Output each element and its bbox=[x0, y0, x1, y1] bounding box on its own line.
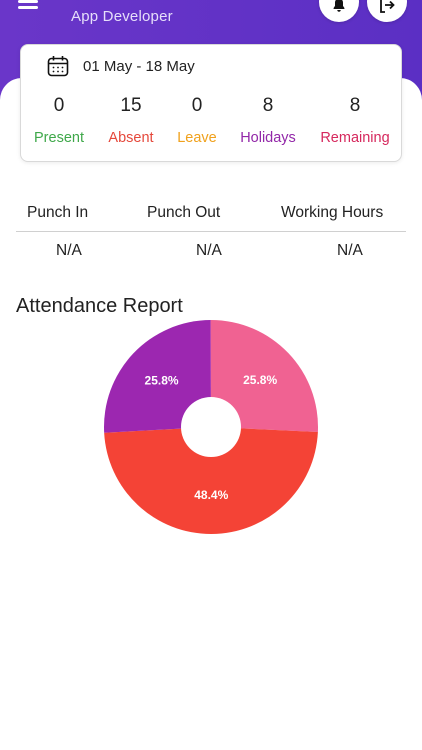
stat-leave: 0 Leave bbox=[152, 95, 242, 146]
date-range-text: 01 May - 18 May bbox=[83, 57, 195, 75]
pie-label-2: 25.8% bbox=[145, 373, 179, 387]
bell-icon bbox=[333, 0, 345, 12]
stat-value: 0 bbox=[53, 95, 65, 116]
pie-slice-0 bbox=[210, 320, 318, 433]
stat-value: 15 bbox=[120, 95, 142, 116]
stat-remaining: 8 Remaining bbox=[310, 95, 400, 146]
pie-label-0: 25.8% bbox=[243, 373, 277, 387]
user-role: App Developer bbox=[71, 8, 173, 25]
logout-icon bbox=[380, 0, 395, 13]
punch-in-value: N/A bbox=[56, 242, 82, 259]
menu-button[interactable] bbox=[16, 0, 42, 16]
notifications-button[interactable] bbox=[319, 0, 359, 22]
stat-label: Present bbox=[34, 130, 84, 146]
stat-absent: 15 Absent bbox=[86, 95, 176, 146]
stat-label: Remaining bbox=[320, 130, 390, 146]
attendance-summary-card: 01 May - 18 May 0 Present 15 Absent 0 Le… bbox=[20, 44, 402, 162]
hamburger-icon-line bbox=[18, 6, 38, 9]
pie-center-hole bbox=[181, 397, 241, 457]
stat-value: 8 bbox=[262, 95, 274, 116]
punch-out-header: Punch Out bbox=[147, 204, 221, 221]
punch-divider bbox=[16, 231, 406, 232]
punch-in-header: Punch In bbox=[27, 204, 89, 221]
calendar-icon bbox=[47, 56, 69, 77]
logout-button[interactable] bbox=[367, 0, 407, 22]
stat-label: Holidays bbox=[240, 130, 296, 146]
punch-out-value: N/A bbox=[196, 242, 222, 259]
hamburger-icon bbox=[18, 0, 38, 3]
attendance-report-title: Attendance Report bbox=[16, 295, 183, 317]
working-hours-header: Working Hours bbox=[281, 204, 384, 221]
stat-holidays: 8 Holidays bbox=[223, 95, 313, 146]
stat-value: 0 bbox=[191, 95, 203, 116]
date-range-row[interactable]: 01 May - 18 May bbox=[47, 55, 195, 77]
attendance-pie-chart: 25.8% 48.4% 25.8% bbox=[103, 319, 319, 535]
stat-label: Absent bbox=[108, 130, 154, 146]
working-hours-value: N/A bbox=[337, 242, 363, 259]
stat-value: 8 bbox=[349, 95, 361, 116]
stat-present: 0 Present bbox=[14, 95, 104, 146]
pie-slice-1 bbox=[104, 427, 318, 534]
pie-svg: 25.8% 48.4% 25.8% bbox=[104, 320, 318, 534]
pie-slice-2 bbox=[104, 320, 211, 433]
pie-label-1: 48.4% bbox=[194, 488, 228, 502]
stat-label: Leave bbox=[177, 130, 217, 146]
